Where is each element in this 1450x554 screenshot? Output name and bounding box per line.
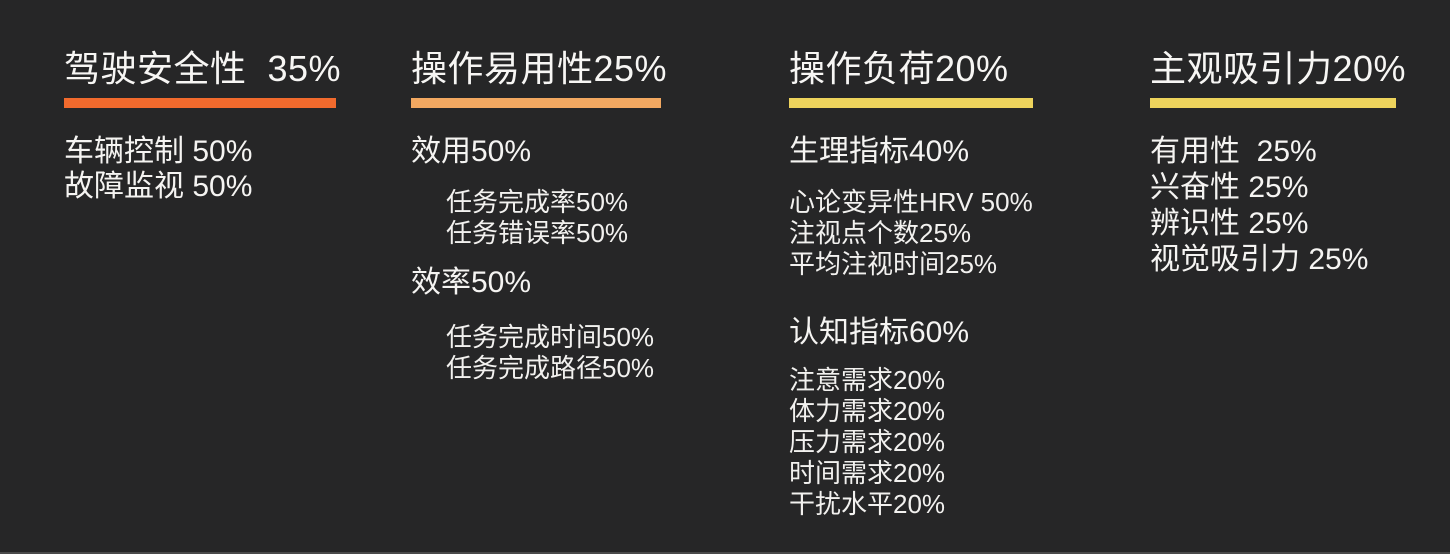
sub-criteria-list: 任务完成率50% 任务错误率50% bbox=[411, 187, 667, 249]
criterion-item: 车辆控制 50% bbox=[64, 135, 253, 168]
criterion-group-label: 效率50% bbox=[411, 266, 532, 299]
accent-underline bbox=[789, 98, 1033, 108]
criterion-item: 故障监视 50% bbox=[64, 170, 253, 203]
column-title: 驾驶安全性 35% bbox=[64, 48, 342, 89]
sub-criterion-item: 任务完成路径50% bbox=[446, 353, 655, 383]
accent-underline bbox=[64, 98, 336, 108]
sub-criteria-list: 任务完成时间50% 任务完成路径50% bbox=[411, 322, 667, 384]
column-driving-safety: 驾驶安全性 35% 车辆控制 50% 故障监视 50% bbox=[64, 48, 341, 204]
accent-underline bbox=[411, 98, 661, 108]
sub-criterion-item: 任务完成率50% bbox=[446, 187, 629, 217]
sub-criterion-item: 时间需求20% bbox=[789, 458, 946, 488]
column-title: 主观吸引力20% bbox=[1150, 48, 1407, 89]
sub-criterion-item: 注意需求20% bbox=[789, 365, 946, 395]
sub-criterion-item: 注视点个数25% bbox=[789, 218, 972, 248]
column-title: 操作易用性25% bbox=[411, 48, 668, 89]
accent-underline bbox=[1150, 98, 1396, 108]
criterion-group-label: 认知指标60% bbox=[789, 316, 970, 349]
sub-criterion-item: 心论变异性HRV 50% bbox=[789, 187, 1033, 217]
criteria-list: 有用性 25% 兴奋性 25% 辨识性 25% 视觉吸引力 25% bbox=[1150, 134, 1406, 278]
sub-criterion-item: 平均注视时间25% bbox=[789, 249, 998, 279]
sub-criterion-item: 任务错误率50% bbox=[446, 218, 629, 248]
column-subjective-attractiveness: 主观吸引力20% 有用性 25% 兴奋性 25% 辨识性 25% 视觉吸引力 2… bbox=[1150, 48, 1406, 278]
criterion-item: 有用性 25% bbox=[1150, 135, 1317, 168]
sub-criterion-item: 干扰水平20% bbox=[789, 489, 946, 519]
criterion-group-label: 生理指标40% bbox=[789, 135, 970, 168]
criterion-item: 兴奋性 25% bbox=[1150, 171, 1309, 204]
sub-criterion-item: 体力需求20% bbox=[789, 396, 946, 426]
criterion-item: 辨识性 25% bbox=[1150, 207, 1309, 240]
criteria-list: 车辆控制 50% 故障监视 50% bbox=[64, 134, 341, 204]
column-operation-load: 操作负荷20% 生理指标40% 心论变异性HRV 50% 注视点个数25% 平均… bbox=[789, 48, 1033, 520]
sub-criterion-item: 任务完成时间50% bbox=[446, 322, 655, 352]
column-title: 操作负荷20% bbox=[789, 48, 1009, 89]
criterion-item: 视觉吸引力 25% bbox=[1150, 243, 1369, 276]
sub-criterion-item: 压力需求20% bbox=[789, 427, 946, 457]
window-bottom-edge bbox=[0, 552, 1450, 554]
sub-criteria-list: 注意需求20% 体力需求20% 压力需求20% 时间需求20% 干扰水平20% bbox=[789, 365, 1033, 520]
criterion-group-label: 效用50% bbox=[411, 135, 532, 168]
sub-criteria-list: 心论变异性HRV 50% 注视点个数25% 平均注视时间25% bbox=[789, 187, 1033, 280]
column-ease-of-use: 操作易用性25% 效用50% 任务完成率50% 任务错误率50% 效率50% 任… bbox=[411, 48, 667, 384]
